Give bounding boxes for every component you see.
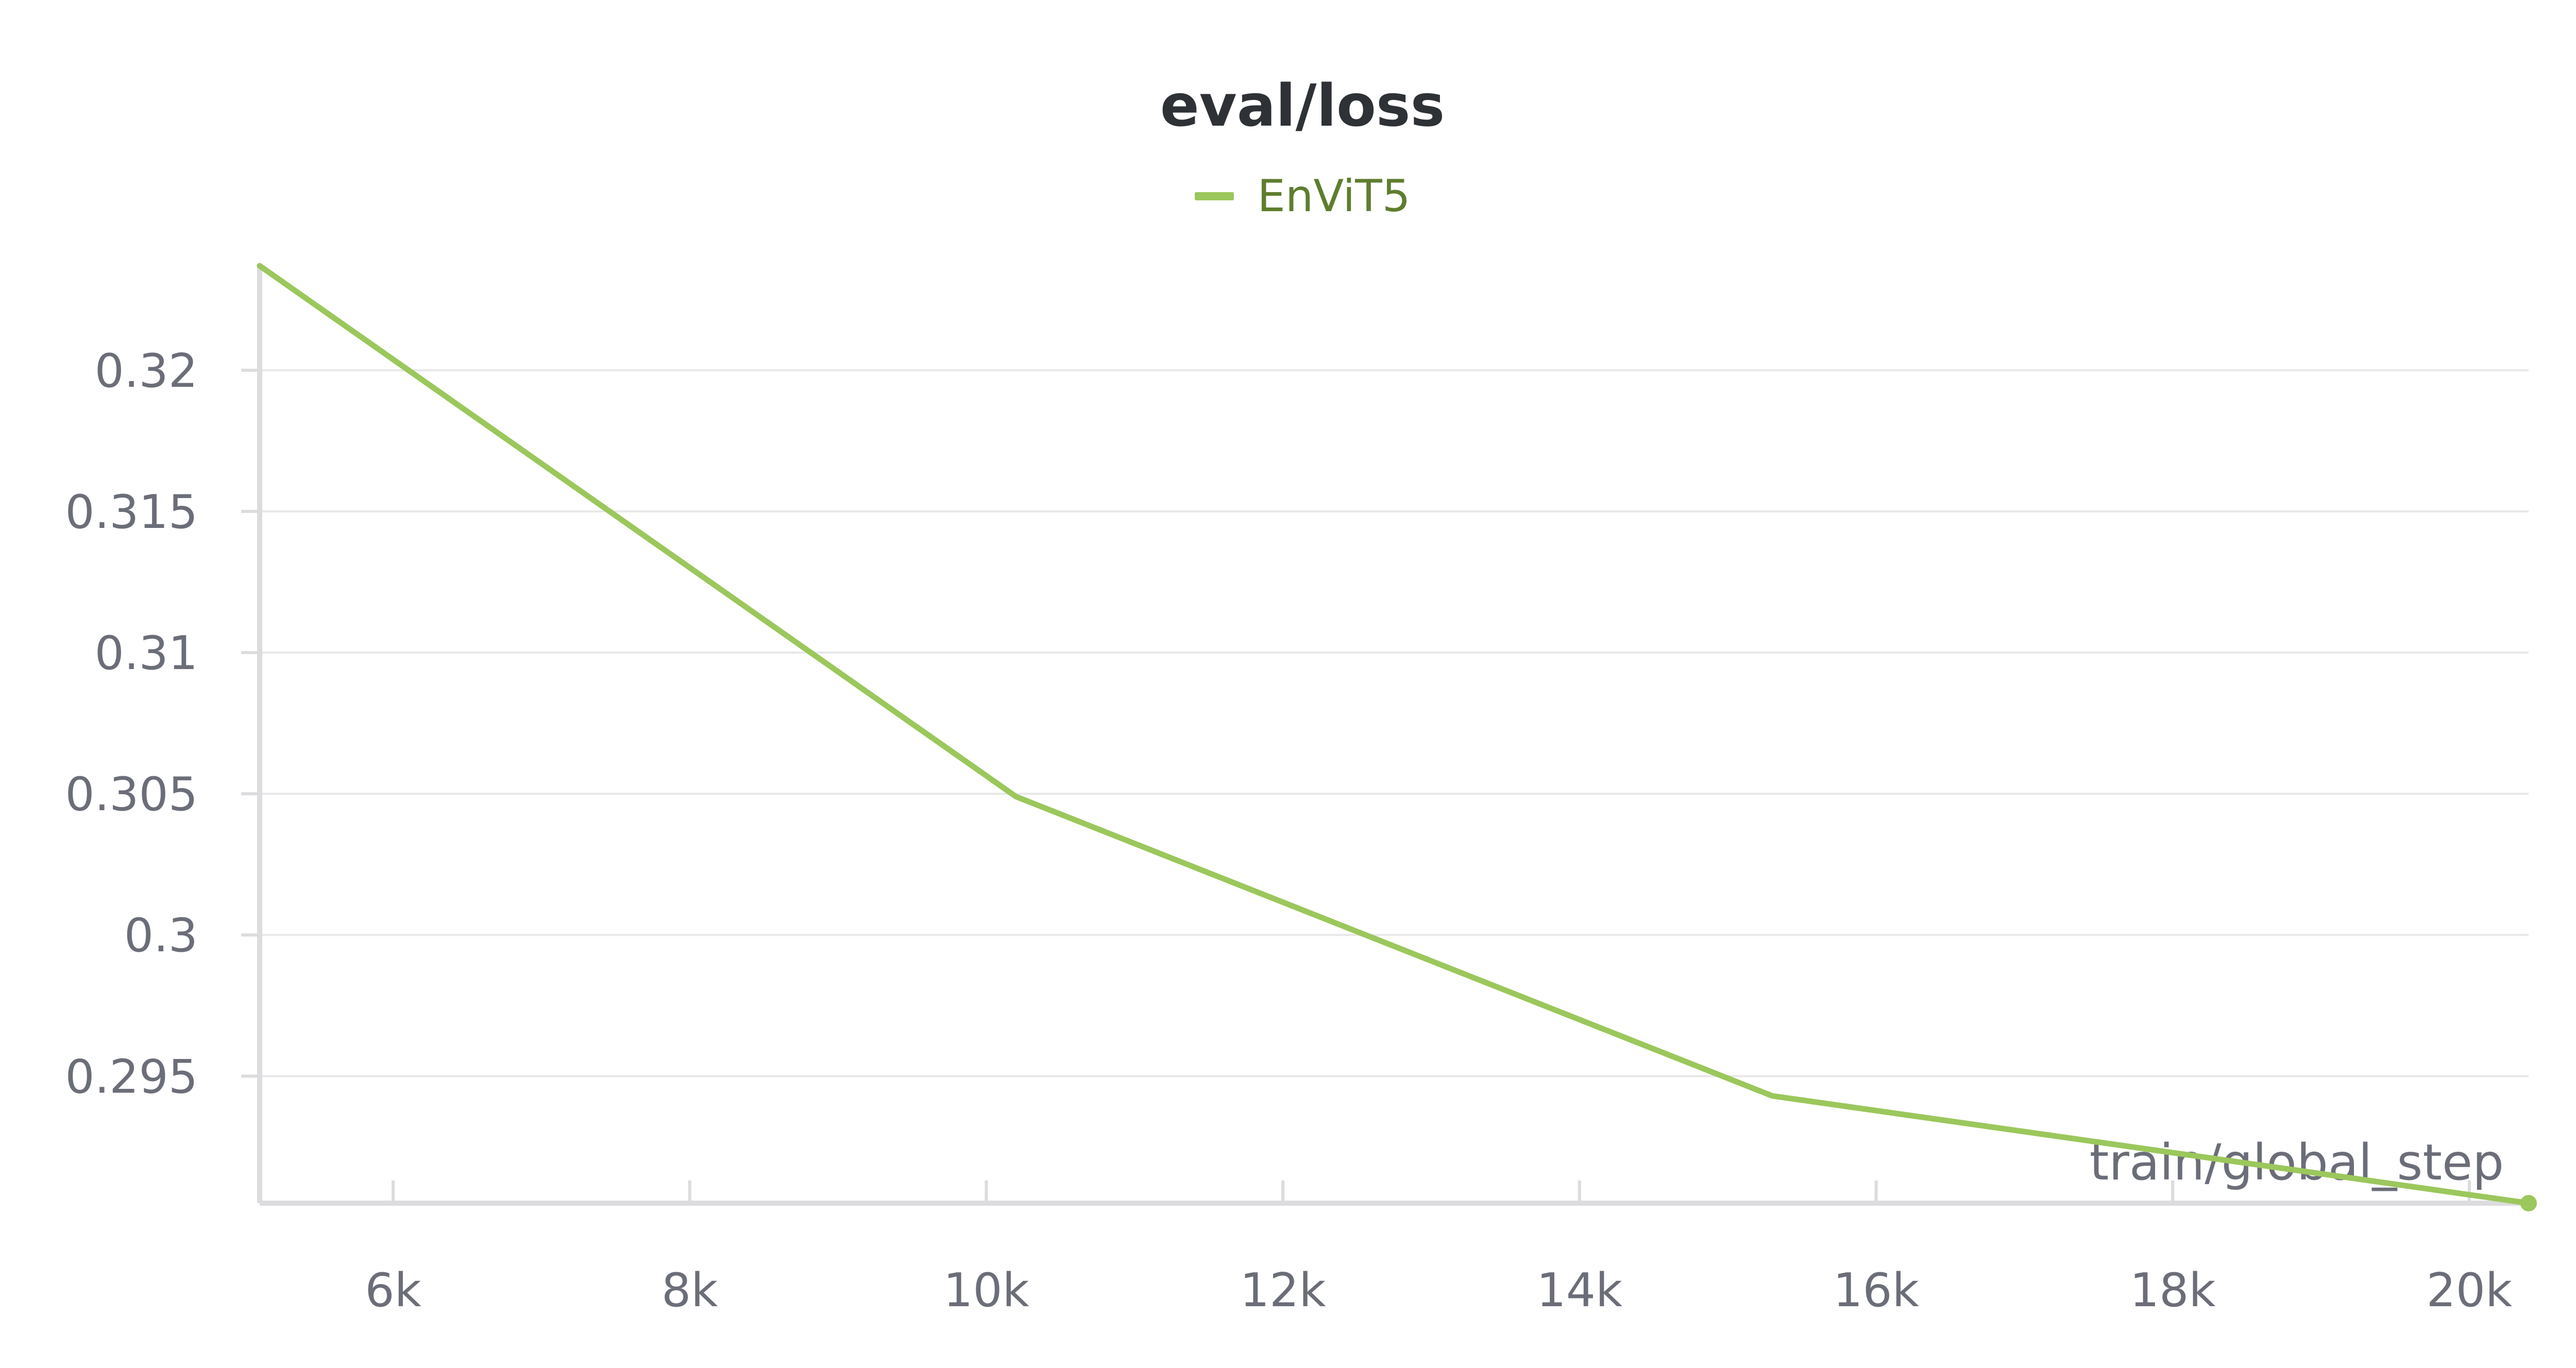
- y-tick-label: 0.31: [95, 626, 198, 680]
- x-tick-label: 8k: [662, 1263, 718, 1318]
- legend-swatch-envit5: [1194, 192, 1234, 200]
- y-tick-label: 0.305: [65, 767, 198, 822]
- axes: [241, 266, 2529, 1206]
- series-line-envit5: [257, 263, 2532, 1206]
- series-layer: [257, 263, 2537, 1211]
- legend-label-envit5: EnViT5: [1257, 170, 1411, 222]
- x-axis-title: train/global_step: [2090, 1134, 2504, 1191]
- series-endpoint-marker: [2520, 1195, 2537, 1211]
- x-tick-label: 6k: [365, 1263, 421, 1318]
- grid-lines: [260, 369, 2529, 1078]
- legend[interactable]: EnViT5: [0, 174, 2576, 218]
- y-tick-label: 0.32: [95, 344, 198, 398]
- x-tick-label: 16k: [1833, 1263, 1919, 1318]
- y-tick-label: 0.315: [65, 485, 198, 539]
- x-tick-label: 20k: [2427, 1263, 2513, 1318]
- x-tick-label: 18k: [2130, 1263, 2216, 1318]
- x-tick-label: 14k: [1536, 1263, 1622, 1318]
- y-tick-label: 0.3: [124, 909, 198, 963]
- chart-title: eval/loss: [1160, 73, 1445, 140]
- tick-labels: 0.295 0.3 0.305 0.31 0.315 0.32 6k 8k 10k 12k 14k 1…: [65, 344, 2512, 1318]
- x-tick-label: 10k: [943, 1263, 1029, 1318]
- y-tick-label: 0.295: [65, 1050, 198, 1104]
- x-tick-label: 12k: [1240, 1263, 1326, 1318]
